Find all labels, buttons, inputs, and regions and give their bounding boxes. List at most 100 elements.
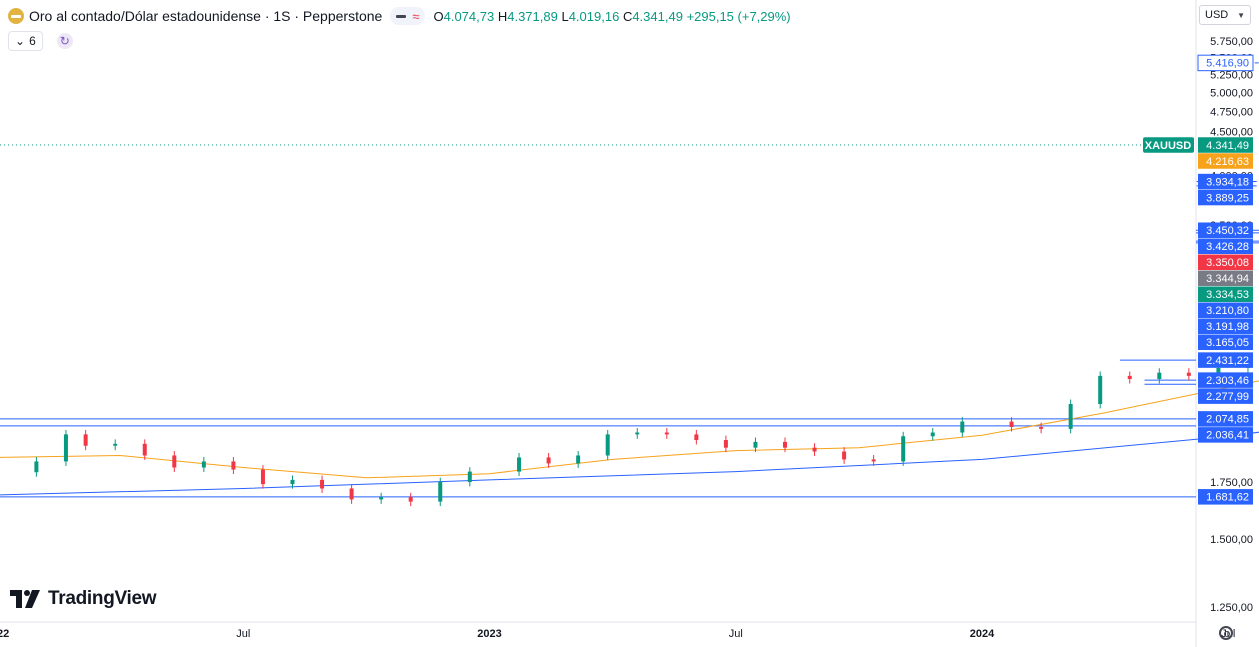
- candle-body: [1157, 372, 1162, 380]
- time-tick-label: Jul: [729, 628, 743, 640]
- candle-body: [467, 471, 472, 483]
- candle-body: [517, 457, 522, 472]
- candle-body: [1039, 426, 1044, 429]
- candle-body: [635, 432, 640, 435]
- price-axis-label-text: 3.210,80: [1206, 305, 1249, 317]
- candle-body: [753, 441, 758, 448]
- currency-label: USD: [1205, 9, 1229, 21]
- price-axis-label: [1198, 254, 1253, 270]
- price-axis-label: [1198, 388, 1253, 404]
- candle-body: [664, 432, 669, 435]
- candle-body: [1098, 375, 1103, 404]
- refresh-icon[interactable]: ↻: [56, 33, 73, 49]
- indicators-row: ⌄ 6 ↻: [8, 31, 73, 51]
- ohlc-values: O4.074,73 H4.371,89 L4.019,16 C4.341,49 …: [433, 8, 791, 24]
- settings-gear-icon[interactable]: [1219, 626, 1233, 640]
- price-axis-label-text: 2.277,99: [1206, 391, 1249, 403]
- price-axis-label-text: 3.165,05: [1206, 337, 1249, 349]
- price-axis-label-text: 3.889,25: [1206, 192, 1249, 204]
- candle-body: [290, 479, 295, 485]
- logo-text: TradingView: [48, 588, 157, 609]
- price-tick-label: 4.500,00: [1210, 127, 1253, 139]
- moving-average-ma_blue: [0, 431, 1259, 496]
- time-tick-label: Jul: [236, 628, 250, 640]
- tradingview-logo[interactable]: TradingView: [10, 588, 157, 610]
- price-axis-label: [1198, 189, 1253, 206]
- moving-average-ma_orange: [0, 380, 1259, 479]
- price-axis-label-text: 3.450,32: [1206, 225, 1249, 237]
- candle-body: [172, 455, 177, 468]
- candle-body: [1216, 367, 1221, 376]
- time-tick-label: 2024: [970, 628, 995, 640]
- price-tick-label: 5.750,00: [1210, 36, 1253, 48]
- candle-body: [201, 461, 206, 468]
- candle-body: [901, 436, 906, 462]
- candle-body: [438, 482, 443, 502]
- candle-body: [1068, 403, 1073, 429]
- minus-icon: [396, 14, 407, 18]
- candle-body: [231, 461, 236, 470]
- price-axis-label-text: 2.431,22: [1206, 355, 1249, 367]
- candle-body: [1009, 421, 1014, 427]
- approx-icon: ≈: [412, 8, 420, 24]
- candle-body: [113, 443, 118, 446]
- price-axis-label-text: 3.191,98: [1206, 321, 1249, 333]
- price-axis-label-text: 4.341,49: [1206, 140, 1249, 152]
- symbol-title: Oro al contado/Dólar estadounidense · 1S…: [29, 8, 383, 24]
- currency-selector[interactable]: USD ▼: [1199, 5, 1251, 25]
- price-axis-label-text: 3.334,53: [1206, 289, 1249, 301]
- price-axis-label-text: 4.216,63: [1206, 156, 1249, 168]
- symbol-legend[interactable]: Oro al contado/Dólar estadounidense · 1S…: [8, 6, 791, 26]
- price-axis-label: [1198, 137, 1253, 153]
- candle-body: [34, 461, 39, 473]
- candle-body: [694, 434, 699, 441]
- price-axis-label: [1198, 372, 1253, 388]
- price-axis-label-text: 3.934,18: [1206, 176, 1249, 188]
- indicator-count: 6: [29, 34, 36, 48]
- price-source-toggle[interactable]: ≈: [390, 7, 426, 25]
- candle-body: [605, 434, 610, 456]
- candle-body: [83, 434, 88, 446]
- candle-body: [576, 455, 581, 464]
- price-tick-label: 1.250,00: [1210, 602, 1253, 614]
- price-axis-label-text: 2.074,85: [1206, 414, 1249, 426]
- candle-body: [142, 443, 147, 456]
- price-tick-label: 5.000,00: [1210, 88, 1253, 100]
- symbol-tag-text: XAUUSD: [1145, 140, 1192, 152]
- candle-body: [379, 497, 384, 500]
- price-tick-label: 4.750,00: [1210, 107, 1253, 119]
- candle-body: [783, 441, 787, 448]
- symbol-tag-label: [1143, 137, 1194, 153]
- price-axis-label: [1197, 54, 1254, 72]
- chevron-down-icon: ⌄: [15, 34, 26, 48]
- price-axis-label: [1198, 427, 1253, 443]
- price-axis-label-text: 5.416,90: [1206, 58, 1249, 70]
- price-axis-label-text: 3.426,28: [1206, 241, 1249, 253]
- candle-body: [349, 488, 354, 500]
- candle-body: [320, 479, 325, 489]
- price-axis-label: [1198, 173, 1253, 190]
- candle-body: [812, 447, 817, 452]
- price-axis-label: [1198, 352, 1253, 368]
- price-axis-label: [1198, 411, 1253, 427]
- time-tick-label: 2022: [0, 628, 9, 640]
- price-axis-label: [1198, 302, 1253, 318]
- price-axis-label: [1198, 222, 1253, 238]
- candle-body: [260, 469, 265, 485]
- price-axis-label: [1198, 334, 1253, 350]
- change-value: +295,15 (+7,29%): [686, 8, 791, 24]
- indicators-toggle[interactable]: ⌄ 6: [8, 31, 43, 51]
- price-axis-label-text: 2.036,41: [1206, 430, 1249, 442]
- candle-body: [960, 421, 965, 433]
- price-axis-label: [1198, 318, 1253, 334]
- price-axis-label: [1198, 238, 1253, 254]
- price-axis-label: [1198, 489, 1253, 505]
- candle-body: [1186, 372, 1191, 376]
- price-axis-label-text: 2.303,46: [1206, 375, 1249, 387]
- price-tick-label: 1.750,00: [1210, 477, 1253, 489]
- chevron-down-icon: ▼: [1237, 10, 1245, 20]
- price-axis-label: [1198, 153, 1253, 169]
- candle-body: [408, 497, 413, 502]
- candle-body: [63, 434, 68, 462]
